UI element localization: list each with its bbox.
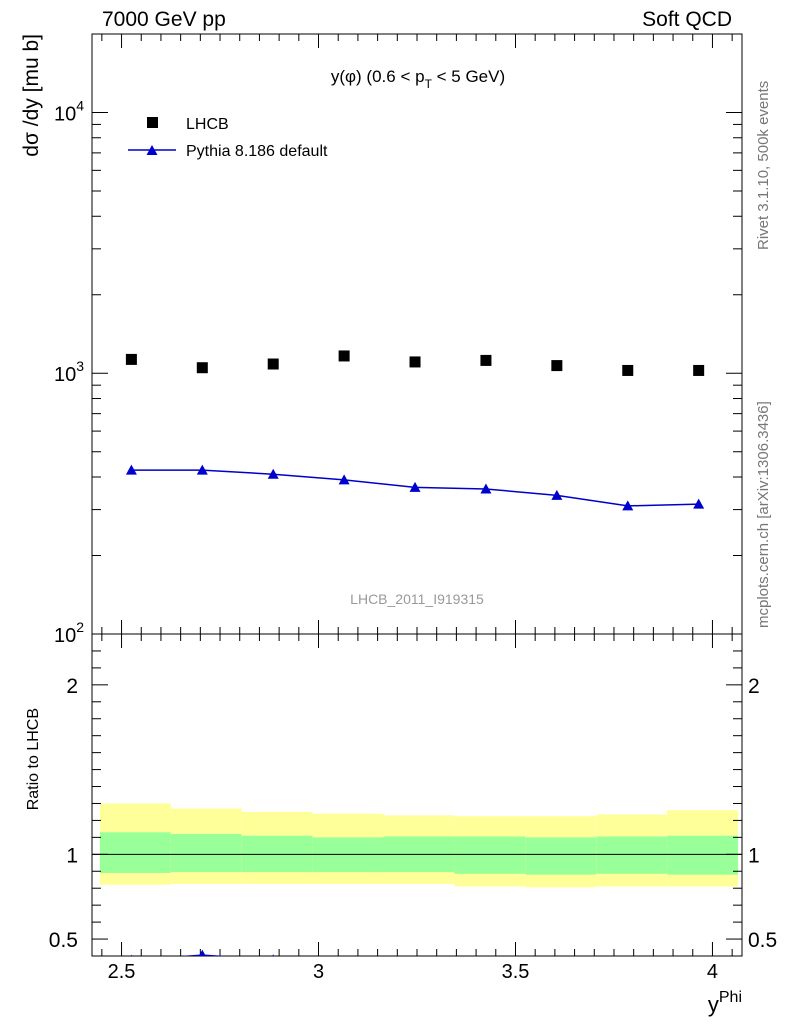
legend-pythia-label: Pythia 8.186 default: [186, 143, 328, 160]
header-right-label: Soft QCD: [642, 8, 732, 31]
pythia-point: [551, 489, 563, 500]
lhcb-data-point: [409, 356, 421, 368]
pythia-point: [196, 464, 208, 475]
x-tick-label: 3.5: [502, 961, 530, 983]
x-tick-label: 3: [313, 961, 324, 983]
ratio-pythia-point: [622, 967, 633, 977]
x-tick-label: 2.5: [108, 961, 136, 983]
y-tick-label: 103: [54, 358, 84, 386]
analysis-watermark: LHCB_2011_I919315: [350, 591, 484, 607]
ratio-pythia-point: [339, 962, 350, 972]
band-inner-bin: [596, 836, 668, 874]
pythia-point: [125, 464, 137, 475]
pythia-point: [409, 481, 421, 492]
ratio-pythia-point: [551, 964, 562, 974]
ratio-pythia-point: [410, 962, 421, 972]
lhcb-data-point: [196, 362, 208, 374]
ratio-y-tick-label-left: 1: [66, 844, 78, 867]
band-inner-bin: [525, 837, 597, 875]
ratio-pythia-point: [693, 966, 704, 976]
plot-title: y(φ) (0.6 < pT < 5 GeV): [331, 67, 505, 91]
legend-pythia-marker: [146, 145, 158, 155]
ratio-y-tick-label-right: 0.5: [748, 929, 777, 952]
y-tick-label: 104: [54, 97, 84, 125]
legend-lhcb-label: LHCB: [186, 116, 229, 133]
ratio-y-tick-label-left: 2: [66, 675, 78, 698]
header-left-label: 7000 GeV pp: [102, 8, 226, 31]
pythia-point: [693, 498, 705, 509]
ratio-series: [130, 949, 704, 977]
data-marks: [125, 117, 705, 977]
lhcb-data-point: [551, 360, 563, 372]
band-inner-bin: [99, 832, 171, 873]
pythia-point: [622, 500, 634, 511]
rivet-version-label: Rivet 3.1.10, 500k events: [755, 80, 772, 250]
pythia-point: [480, 483, 492, 494]
source-reference-label: mcplots.cern.ch [arXiv:1306.3436]: [755, 401, 772, 628]
ratio-plot-frame: [91, 633, 743, 957]
ratio-y-axis-label: Ratio to LHCB: [25, 708, 42, 810]
x-axis-label: yPhi: [708, 989, 742, 1017]
y-tick-label: 102: [54, 619, 84, 647]
ratio-y-tick-label-right: 2: [748, 675, 760, 698]
ratio-pythia-point: [272, 954, 275, 956]
band-inner-bin: [170, 833, 242, 873]
pythia-point: [267, 468, 279, 479]
ratio-pythia-point: [480, 964, 491, 974]
lhcb-data-point: [480, 354, 492, 366]
pythia-point: [338, 474, 350, 485]
ratio-pythia-point: [198, 949, 206, 956]
ratio-y-tick-label-right: 1: [748, 844, 760, 867]
ratio-pythia-point: [130, 954, 133, 956]
lhcb-data-point: [338, 350, 350, 362]
lhcb-data-point: [622, 364, 634, 376]
lhcb-data-point: [267, 358, 279, 370]
ratio-axes: [91, 633, 743, 957]
uncertainty-bands: [99, 803, 739, 888]
x-tick-label: 4: [707, 961, 718, 983]
axis-texts: 102 103 104 0.5 0.5 1 1 2 2 2.5 3 3.5 4 yPhi dσ /dy [m…: [20, 34, 777, 1017]
y-axis-label: dσ /dy [mu b]: [20, 34, 43, 157]
ratio-y-tick-label-left: 0.5: [49, 929, 78, 952]
lhcb-data-point: [693, 364, 705, 376]
band-inner-bin: [667, 835, 739, 875]
legend-lhcb-marker: [147, 117, 158, 128]
band-inner-bin: [454, 836, 526, 874]
lhcb-data-point: [125, 353, 137, 365]
ratio-pythia-line: [179, 954, 228, 956]
